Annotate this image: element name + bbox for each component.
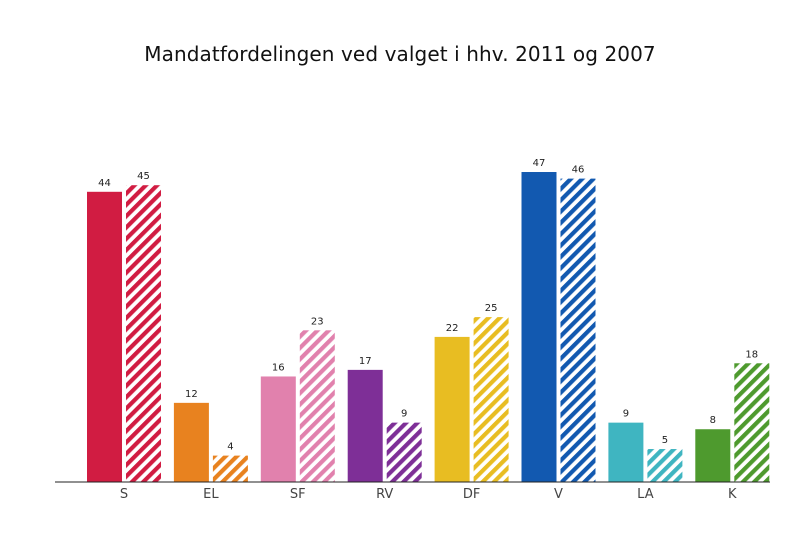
x-tick-label-rv: RV <box>376 487 393 502</box>
bar-la-solid <box>608 422 644 482</box>
bar-rv-solid <box>347 369 383 482</box>
bar-la-hatched <box>647 449 683 482</box>
bar-sf-solid <box>260 376 296 482</box>
value-label-k-solid: 8 <box>710 415 716 426</box>
bars-layer <box>87 172 770 483</box>
x-tick-label-s: S <box>120 487 128 502</box>
value-label-el-hatched: 4 <box>227 442 233 453</box>
x-tick-label-sf: SF <box>290 487 306 502</box>
value-label-s-hatched: 45 <box>137 171 150 182</box>
x-tick-label-df: DF <box>463 487 481 502</box>
value-label-rv-hatched: 9 <box>401 409 407 420</box>
bar-k-solid <box>695 429 731 482</box>
value-label-sf-solid: 16 <box>272 362 285 373</box>
x-tick-label-la: LA <box>637 487 654 502</box>
bar-df-hatched <box>473 317 509 482</box>
x-tick-label-v: V <box>554 487 563 502</box>
value-label-df-solid: 22 <box>446 323 459 334</box>
chart-title: Mandatfordelingen ved valget i hhv. 2011… <box>144 42 656 66</box>
bar-s-hatched <box>126 185 161 482</box>
value-label-sf-hatched: 23 <box>311 316 324 327</box>
bar-el-solid <box>173 402 209 482</box>
bar-s-solid <box>87 191 122 482</box>
bar-df-solid <box>434 336 470 482</box>
value-label-v-hatched: 46 <box>572 165 585 176</box>
value-label-el-solid: 12 <box>185 389 198 400</box>
x-tick-label-k: K <box>728 487 737 502</box>
bar-el-hatched <box>212 455 248 482</box>
value-labels-layer: 44 45 12 4 16 23 17 9 22 25 47 46 9 5 8 18 <box>98 158 758 453</box>
value-label-la-solid: 9 <box>623 409 629 420</box>
value-label-s-solid: 44 <box>98 178 111 189</box>
bar-rv-hatched <box>386 422 422 482</box>
value-label-la-hatched: 5 <box>662 435 668 446</box>
bar-v-solid <box>521 172 557 483</box>
value-label-rv-solid: 17 <box>359 356 372 367</box>
bar-k-hatched <box>734 363 770 482</box>
x-tick-label-el: EL <box>203 487 219 502</box>
bar-v-hatched <box>560 178 596 482</box>
bar-sf-hatched <box>299 330 335 482</box>
value-label-df-hatched: 25 <box>485 303 498 314</box>
value-label-v-solid: 47 <box>533 158 546 169</box>
x-tick-labels-layer: S EL SF RV DF V LA K <box>120 487 737 502</box>
value-label-k-hatched: 18 <box>745 349 758 360</box>
